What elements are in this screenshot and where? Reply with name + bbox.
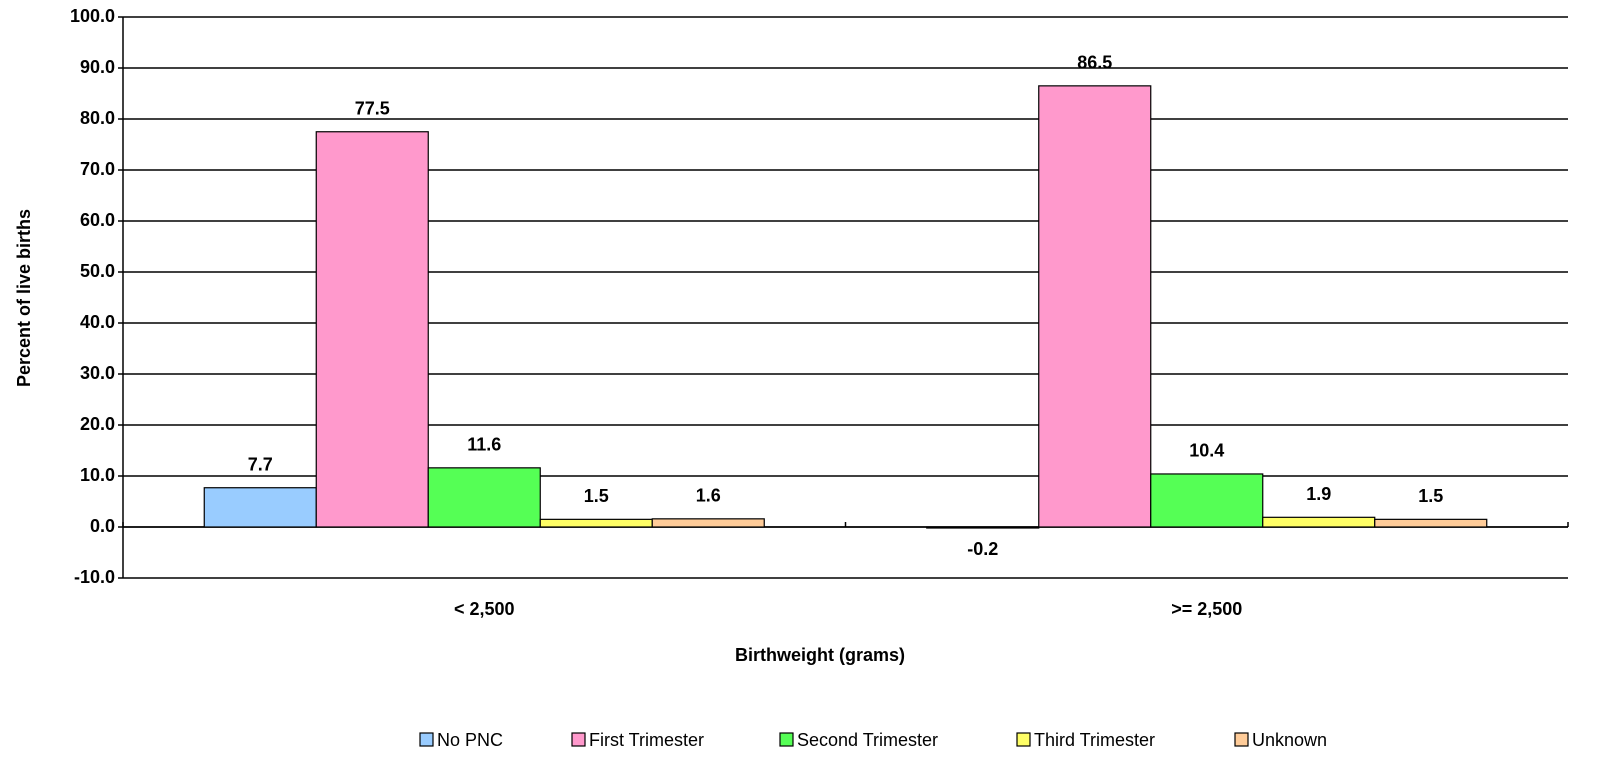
y-tick-label: 20.0	[80, 414, 115, 434]
value-label: 77.5	[355, 99, 390, 119]
y-tick-label: 60.0	[80, 210, 115, 230]
legend-swatch	[779, 732, 794, 747]
bar	[651, 518, 765, 528]
bar	[203, 487, 317, 528]
legend-swatch	[1016, 732, 1031, 747]
y-tick-label: 70.0	[80, 159, 115, 179]
value-label: 1.5	[584, 486, 609, 506]
legend-label: Second Trimester	[797, 730, 938, 750]
bar	[1038, 85, 1152, 528]
y-tick-label: -10.0	[74, 567, 115, 587]
value-label: -0.2	[967, 539, 998, 559]
y-tick-label: 90.0	[80, 57, 115, 77]
bar	[539, 518, 653, 528]
legend-label: No PNC	[437, 730, 503, 750]
value-label: 7.7	[248, 454, 273, 474]
value-label: 1.6	[696, 486, 721, 506]
x-tick-label: >= 2,500	[1171, 599, 1242, 619]
legend-swatch	[1234, 732, 1249, 747]
y-tick-label: 0.0	[90, 516, 115, 536]
legend-label: Unknown	[1252, 730, 1327, 750]
legend-label: Third Trimester	[1034, 730, 1155, 750]
bar	[1150, 473, 1264, 528]
x-axis-title: Birthweight (grams)	[735, 645, 905, 665]
x-tick-label: < 2,500	[454, 599, 515, 619]
bar	[1262, 516, 1376, 528]
y-tick-label: 30.0	[80, 363, 115, 383]
legend-swatch	[419, 732, 434, 747]
legend-label: First Trimester	[589, 730, 704, 750]
value-label: 1.9	[1306, 484, 1331, 504]
y-tick-label: 40.0	[80, 312, 115, 332]
bar	[1374, 518, 1488, 528]
bar	[926, 526, 1040, 529]
value-label: 11.6	[467, 435, 501, 455]
value-label: 1.5	[1418, 486, 1443, 506]
y-tick-label: 10.0	[80, 465, 115, 485]
y-tick-label: 100.0	[70, 6, 115, 26]
bar	[315, 131, 429, 528]
value-label: 10.4	[1189, 441, 1224, 461]
value-label: 86.5	[1077, 53, 1112, 73]
y-axis-title: Percent of live births	[14, 209, 34, 387]
y-tick-label: 50.0	[80, 261, 115, 281]
legend-swatch	[571, 732, 586, 747]
y-tick-label: 80.0	[80, 108, 115, 128]
bar	[427, 467, 541, 528]
